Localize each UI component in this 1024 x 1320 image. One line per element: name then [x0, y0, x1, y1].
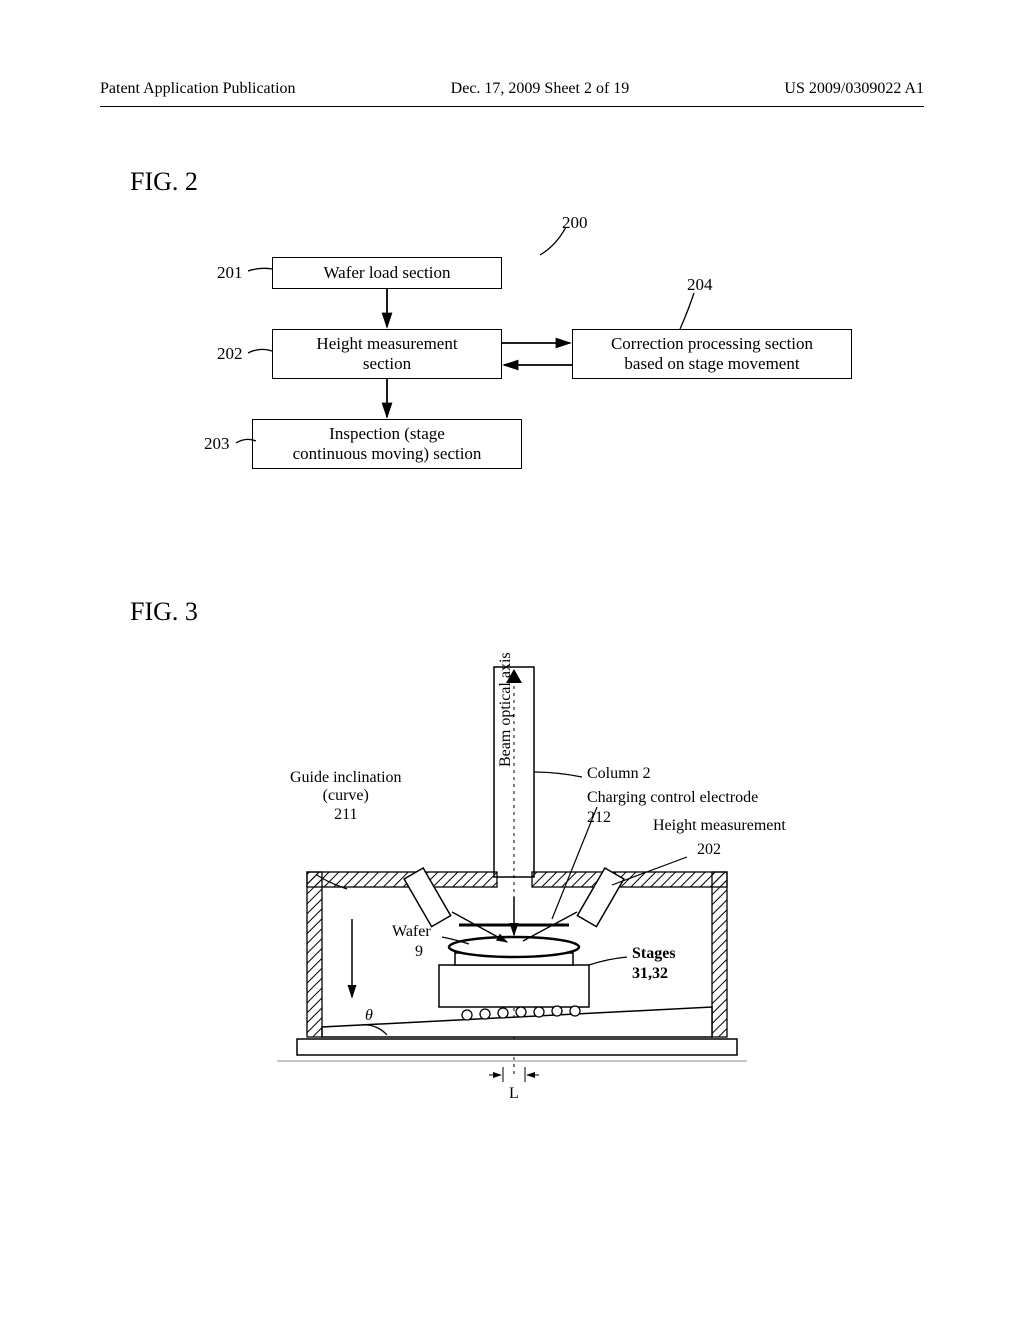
label-stages: Stages [632, 945, 676, 963]
fig2-title: FIG. 2 [130, 167, 924, 197]
fig3-title: FIG. 3 [130, 597, 924, 627]
header-center: Dec. 17, 2009 Sheet 2 of 19 [451, 80, 630, 98]
ref-202-fig3: 202 [697, 841, 721, 859]
ref-211: 211 [334, 806, 357, 823]
page-header: Patent Application Publication Dec. 17, … [100, 80, 924, 107]
label-theta: θ [365, 1007, 373, 1025]
ref-9: 9 [415, 943, 423, 961]
fig3-diagram: Guide inclination (curve) 211 Beam optic… [187, 657, 837, 1117]
fig2-flowchart: 200 Wafer load section 201 Height measur… [132, 227, 892, 507]
label-charging-electrode-text: Charging control electrode [587, 789, 758, 806]
label-beam-axis: Beam optical axis [497, 652, 515, 767]
label-wafer: Wafer [392, 923, 431, 941]
label-guide-inclination: Guide inclination (curve) 211 [290, 769, 402, 824]
header-left: Patent Application Publication [100, 80, 296, 98]
header-right: US 2009/0309022 A1 [784, 80, 924, 98]
label-charging-electrode: Charging control electrode [587, 789, 758, 807]
label-height-measurement: Height measurement [653, 817, 786, 835]
ref-212: 212 [587, 809, 611, 827]
label-guide-inclination-l2: (curve) [323, 787, 369, 804]
label-L: L [509, 1085, 519, 1103]
label-guide-inclination-l1: Guide inclination [290, 769, 402, 786]
ref-31-32: 31,32 [632, 965, 668, 983]
fig2-arrows [132, 227, 892, 507]
label-column: Column 2 [587, 765, 651, 783]
